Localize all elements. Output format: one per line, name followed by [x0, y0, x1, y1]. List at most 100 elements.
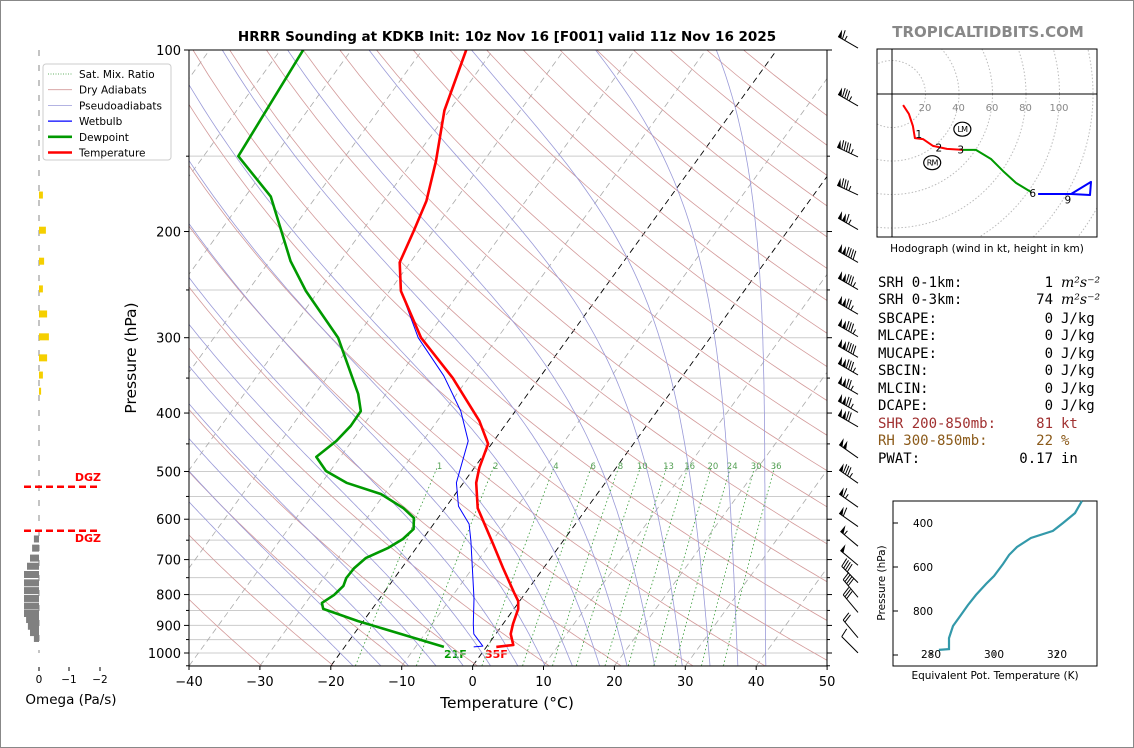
dry-adiabat [449, 50, 827, 368]
barb-staff [837, 302, 859, 315]
stat-label: MLCIN: [878, 381, 929, 397]
barb-feather [842, 612, 850, 621]
barb-feather [848, 143, 852, 153]
omega-tick-label: −1 [61, 674, 76, 686]
barb-feather [845, 213, 850, 223]
barb-flag [841, 341, 846, 351]
x-tick-label: −30 [246, 675, 273, 690]
barb-staff [838, 444, 859, 459]
mixing-ratio-label: 16 [684, 462, 695, 472]
stat-value: 74 [1036, 292, 1053, 308]
pseudoadiabat [287, 50, 655, 666]
isotherm [189, 50, 352, 275]
wind-barb [838, 487, 859, 508]
barb-flag [838, 408, 843, 418]
pseudoadiabat [189, 83, 600, 666]
omega-bar [39, 191, 43, 199]
x-tick-label: 20 [606, 675, 623, 690]
hodograph-segment [963, 148, 1032, 193]
isotherm [189, 50, 565, 569]
wind-barb [842, 587, 859, 613]
dry-adiabat [596, 50, 827, 238]
barb-flag [842, 440, 848, 450]
barb-feather [843, 560, 849, 569]
stat-value: 22 [1036, 433, 1053, 449]
mixing-ratio-line [416, 466, 495, 666]
stat-label: DCAPE: [878, 398, 929, 414]
barb-half-feather [850, 305, 854, 311]
barb-feather [846, 563, 853, 573]
barb-flag [841, 378, 846, 388]
barb-half-feather [848, 96, 853, 102]
dry-adiabat [192, 50, 827, 621]
isotherm [189, 50, 423, 373]
omega-bar [24, 602, 39, 610]
stat-unit: in [1061, 451, 1078, 467]
mixing-ratio-label: 4 [553, 462, 558, 472]
barb-feather [845, 273, 850, 283]
wind-barb [842, 612, 859, 639]
pseudoadiabat [189, 403, 437, 666]
barb-feather [843, 141, 847, 151]
barb-feather [845, 359, 850, 369]
stat-label: SRH 0-3km: [878, 292, 963, 308]
theta-e-frame [892, 500, 1098, 667]
pseudoadiabat [189, 501, 354, 666]
dry-adiabat [189, 534, 334, 666]
key-isotherm [330, 50, 778, 666]
x-tick-label: 0 [468, 675, 476, 690]
mixing-ratio-line [723, 466, 776, 666]
barb-feather [845, 246, 850, 256]
stat-unit: m²s⁻² [1061, 275, 1101, 291]
barb-feather [841, 87, 846, 98]
barb-staff [837, 93, 859, 107]
mixing-ratio-label: 6 [590, 462, 595, 472]
omega-bar [24, 571, 39, 579]
hodograph-plot: 20 40 60 80 100 1 2 3 6 9 LM RM [877, 49, 1097, 237]
barb-feather [845, 180, 849, 190]
hodograph-ring-label: 100 [1049, 103, 1068, 114]
pseudoadiabat [471, 50, 711, 666]
barb-half-feather [850, 403, 854, 409]
barb-half-feather [848, 219, 852, 225]
theta-e-x-tick-label: 300 [984, 649, 1004, 661]
barb-feather [844, 89, 848, 99]
x-tick-label: 30 [677, 675, 694, 690]
omega-bar [24, 610, 39, 618]
barb-flag [838, 29, 843, 39]
barb-flag [841, 410, 846, 420]
hodograph-height-label: 6 [1029, 188, 1036, 200]
hodograph-ring-label: 60 [986, 103, 999, 114]
legend-label: Wetbulb [79, 116, 123, 128]
dry-adiabat [189, 408, 478, 666]
barb-staff [837, 250, 859, 263]
pseudoadiabat [189, 470, 382, 666]
barb-flag [838, 318, 843, 328]
stat-unit: J/kg [1061, 363, 1095, 379]
stat-value: 0.17 [1019, 451, 1053, 467]
stat-unit: kt [1061, 416, 1078, 432]
barb-feather [845, 298, 850, 308]
hodograph-height-label: 1 [915, 129, 922, 141]
y-tick-label: 500 [156, 465, 181, 480]
theta-e-y-tick-label: 800 [913, 606, 933, 618]
wind-barb [836, 139, 859, 158]
barb-feather [848, 360, 852, 370]
barb-feather [842, 587, 850, 596]
barb-flag [838, 356, 843, 366]
x-axis-label: Temperature (°C) [439, 694, 574, 712]
temperature-line [398, 50, 520, 649]
wind-barb [837, 211, 859, 230]
barb-flag [839, 438, 844, 448]
dry-adiabat [523, 50, 827, 302]
stat-label: SRH 0-1km: [878, 275, 963, 291]
wind-barb [837, 408, 859, 428]
barb-staff [842, 594, 859, 613]
barb-half-feather [849, 472, 853, 478]
legend-label: Temperature [78, 148, 146, 160]
isotherm [189, 50, 494, 471]
key-isotherm [472, 175, 827, 666]
barb-flag [839, 487, 844, 497]
barb-flag [838, 338, 843, 348]
stat-label: PWAT: [878, 451, 921, 467]
